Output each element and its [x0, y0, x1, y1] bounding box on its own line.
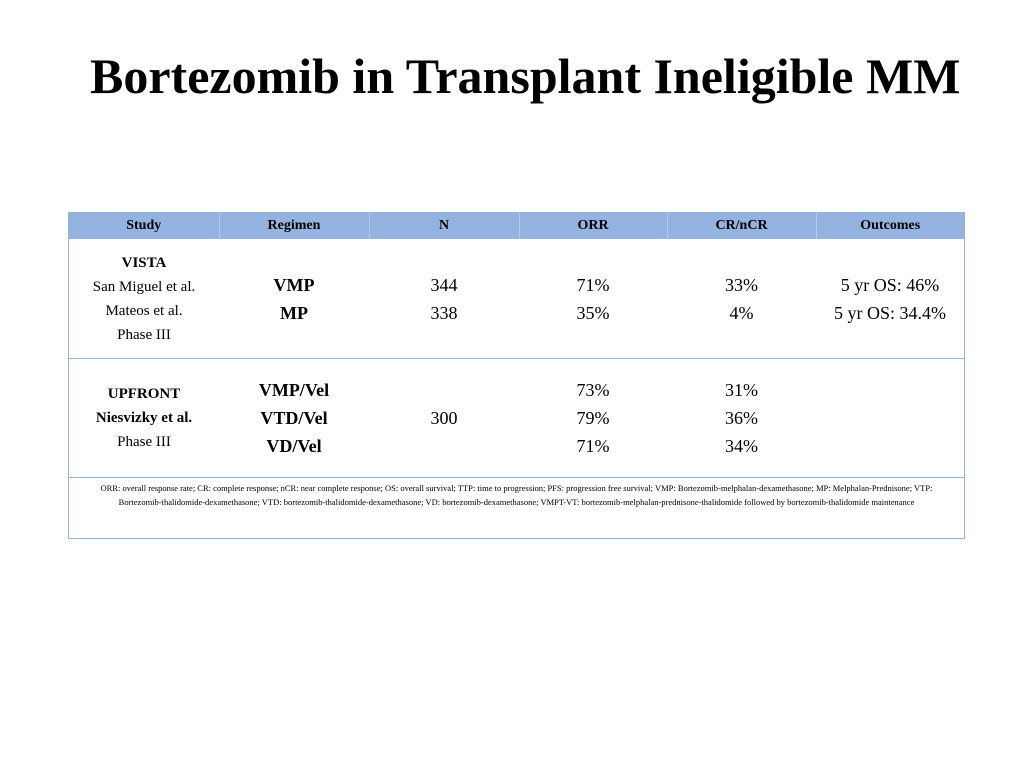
cell-study: VISTA San Miguel et al. Mateos et al. Ph… — [69, 239, 219, 359]
orr-value: 35% — [576, 302, 610, 323]
orr-value: 79% — [576, 408, 610, 428]
regimen-value: VD/Vel — [266, 436, 322, 456]
crncr-value: 31% — [725, 380, 758, 400]
header-n: N — [369, 213, 520, 239]
n-value: 300 — [430, 408, 458, 428]
table-row-upfront: UPFRONT Niesvizky et al. Phase III VMP/V… — [69, 358, 964, 478]
cell-crncr: 31% 36% 34% — [667, 358, 816, 478]
study-author: Mateos et al. — [105, 302, 183, 319]
table-footnote-row: ORR: overall response rate; CR: complete… — [69, 478, 964, 540]
cell-outcomes: 5 yr OS: 46% 5 yr OS: 34.4% — [816, 239, 964, 359]
regimen-value: VTD/Vel — [260, 408, 328, 428]
cell-outcomes — [816, 358, 964, 478]
study-phase: Phase III — [117, 326, 171, 343]
cell-orr: 73% 79% 71% — [519, 358, 667, 478]
regimen-value: VMP — [273, 274, 315, 295]
table-row-vista: VISTA San Miguel et al. Mateos et al. Ph… — [69, 239, 964, 359]
study-table: Study Regimen N ORR CR/nCR Outcomes VIST… — [68, 212, 965, 539]
study-name: UPFRONT — [107, 386, 181, 402]
n-value: 344 — [430, 274, 458, 295]
cell-crncr: 33% 4% — [667, 239, 816, 359]
crncr-value: 36% — [725, 408, 758, 428]
study-author: San Miguel et al. — [92, 278, 196, 295]
cell-regimen: VMP MP — [219, 239, 369, 359]
table-footnote: ORR: overall response rate; CR: complete… — [100, 483, 933, 507]
orr-value: 71% — [576, 436, 610, 456]
outcome-value: 5 yr OS: 46% — [840, 274, 940, 295]
regimen-value: MP — [280, 302, 308, 323]
crncr-value: 33% — [725, 274, 758, 295]
n-value: 338 — [430, 302, 458, 323]
cell-orr: 71% 35% — [519, 239, 667, 359]
orr-value: 73% — [576, 380, 610, 400]
slide-title: Bortezomib in Transplant Ineligible MM — [90, 48, 961, 104]
cell-n: 344 338 — [369, 239, 519, 359]
study-phase: Phase III — [117, 434, 171, 450]
cell-study: UPFRONT Niesvizky et al. Phase III — [69, 358, 219, 478]
study-author: Niesvizky et al. — [95, 410, 193, 426]
study-name: VISTA — [121, 254, 167, 271]
table-header-row: Study Regimen N ORR CR/nCR Outcomes — [69, 213, 964, 239]
crncr-value: 4% — [729, 302, 754, 323]
header-study: Study — [69, 213, 220, 239]
header-orr: ORR — [519, 213, 668, 239]
header-outcomes: Outcomes — [816, 213, 964, 239]
orr-value: 71% — [576, 274, 610, 295]
header-crncr: CR/nCR — [667, 213, 817, 239]
header-regimen: Regimen — [219, 213, 370, 239]
cell-n: 300 — [369, 358, 519, 478]
crncr-value: 34% — [725, 436, 758, 456]
outcome-value: 5 yr OS: 34.4% — [834, 302, 946, 323]
cell-regimen: VMP/Vel VTD/Vel VD/Vel — [219, 358, 369, 478]
regimen-value: VMP/Vel — [258, 380, 330, 400]
